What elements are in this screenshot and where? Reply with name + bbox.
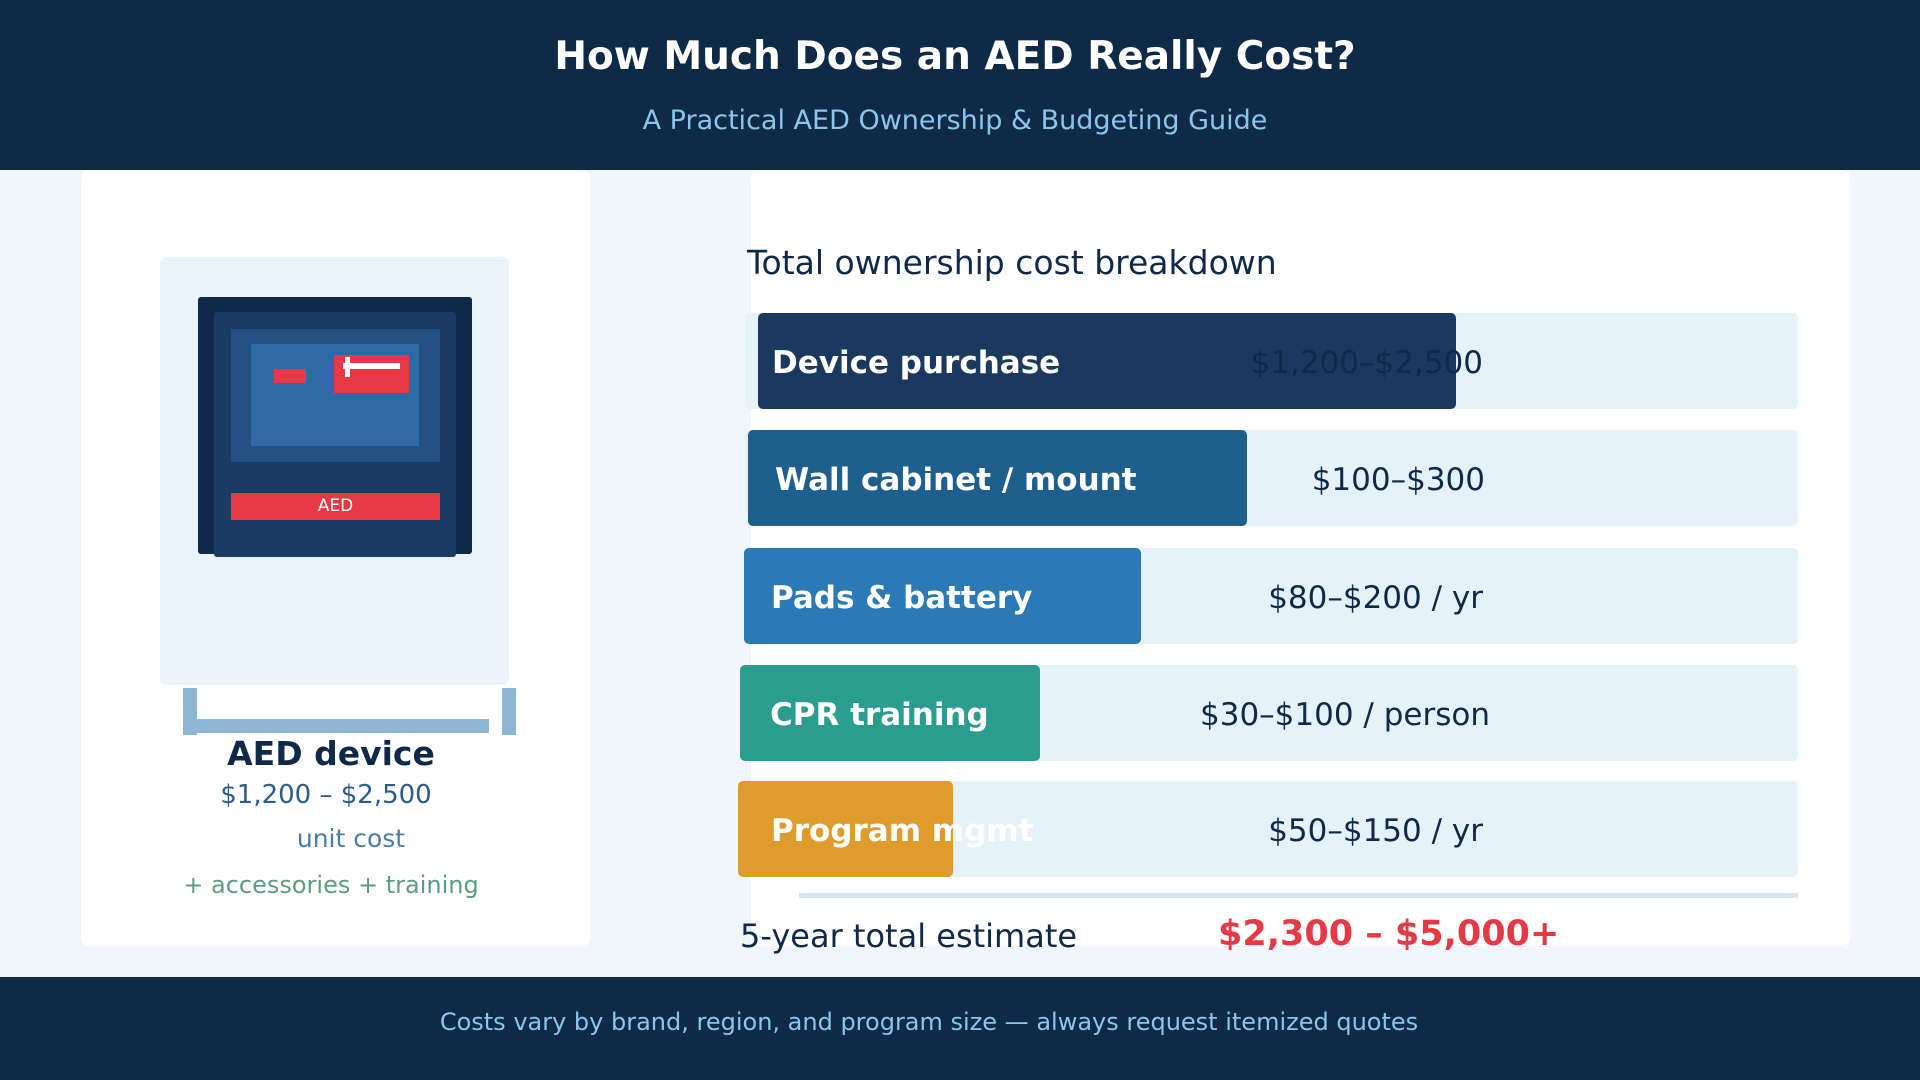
aed-shock-symbol-stem <box>345 357 350 377</box>
footer-note: Costs vary by brand, region, and program… <box>439 1008 1419 1036</box>
cost-bar-label: Pads & battery <box>771 580 1033 616</box>
mount-bracket-base <box>195 719 489 733</box>
device-name: AED device <box>227 734 435 773</box>
cost-bar-label: Device purchase <box>772 345 1061 381</box>
device-extras-caption: + accessories + training <box>183 871 479 899</box>
page-subtitle: A Practical AED Ownership & Budgeting Gu… <box>642 105 1268 136</box>
cost-bar-value: $30–$100 / person <box>1200 697 1490 733</box>
device-unit-caption: unit cost <box>296 824 406 853</box>
aed-label-strip: AED <box>231 493 440 520</box>
total-label: 5-year total estimate <box>740 917 1078 955</box>
aed-indicator-light <box>274 369 306 383</box>
footer-banner <box>0 977 1920 1080</box>
header-banner <box>0 0 1920 170</box>
cost-bar-cpr-training <box>740 665 1040 761</box>
cost-bar-label: CPR training <box>770 697 989 733</box>
cost-bar-wall-cabinet <box>748 430 1247 526</box>
cost-bar-value: $1,200–$2,500 <box>1250 345 1483 381</box>
cost-bar-program-mgmt <box>738 781 953 877</box>
breakdown-title: Total ownership cost breakdown <box>747 243 1277 282</box>
cost-bar-label: Wall cabinet / mount <box>775 462 1137 498</box>
total-value: $2,300 – $5,000+ <box>1218 914 1560 954</box>
cost-bar-value: $50–$150 / yr <box>1268 813 1483 849</box>
total-divider <box>799 893 1798 898</box>
cost-bar-device-purchase <box>758 313 1456 409</box>
cost-bar-pads-battery <box>744 548 1141 644</box>
mount-bracket-left <box>183 688 197 735</box>
page-title: How Much Does an AED Really Cost? <box>554 34 1356 79</box>
cost-bar-value: $80–$200 / yr <box>1268 580 1483 616</box>
device-price: $1,200 – $2,500 <box>220 780 432 810</box>
aed-shock-symbol <box>343 363 400 369</box>
mount-bracket-right <box>502 688 516 735</box>
cost-bar-value: $100–$300 <box>1311 462 1485 498</box>
cost-bar-label: Program mgmt <box>771 813 1034 849</box>
